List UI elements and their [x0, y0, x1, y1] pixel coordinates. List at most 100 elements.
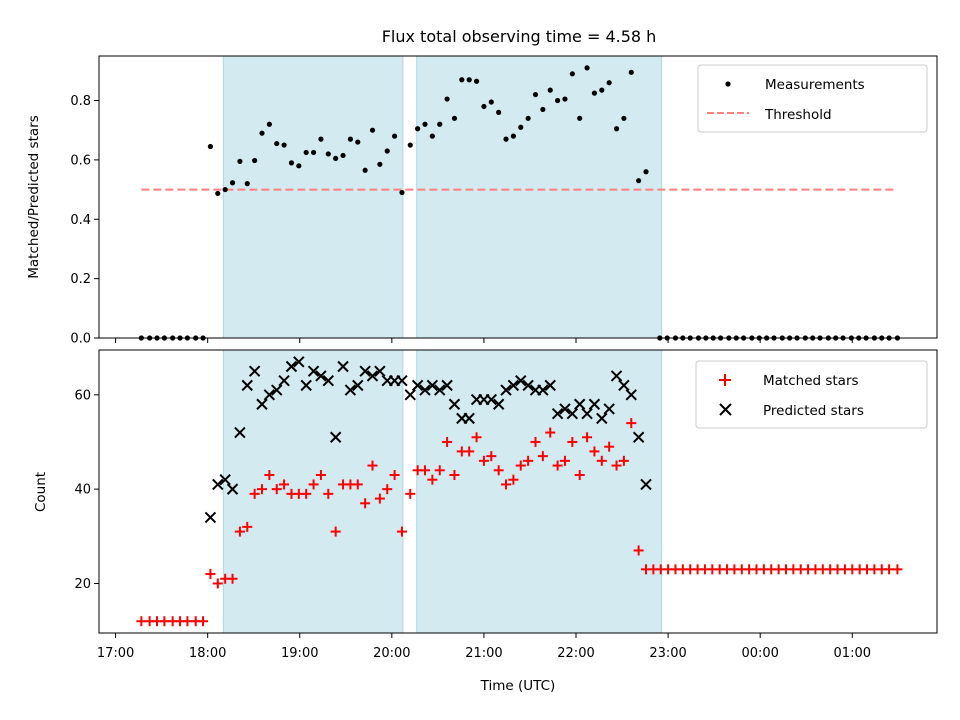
- predicted-star-point: [263, 389, 276, 401]
- predicted-star-point: [226, 483, 239, 495]
- predicted-star-point: [204, 511, 217, 524]
- predicted-star-point: [300, 379, 312, 392]
- top-y-tick-label: 0.6: [70, 153, 91, 168]
- legend-predicted-marker: [719, 403, 732, 416]
- measurement-point: [621, 115, 627, 121]
- predicted-star-point: [278, 374, 290, 387]
- observing-intervals-bottom: [222, 349, 663, 634]
- matched-star-point: [315, 469, 326, 480]
- predicted-star-point: [551, 407, 564, 420]
- matched-star-point: [198, 616, 209, 627]
- measurement-point: [325, 151, 331, 157]
- matched-star-point: [515, 460, 526, 471]
- top-panel: 0.00.20.40.60.8 Matched/Predicted stars …: [26, 55, 938, 347]
- predicted-star-point: [581, 407, 593, 420]
- predicted-star-point: [285, 360, 298, 373]
- legend-measurements-label: Measurements: [765, 77, 865, 93]
- bottom-legend: Matched stars Predicted stars: [695, 360, 928, 429]
- measurement-point: [643, 169, 649, 175]
- measurement-point: [274, 140, 280, 147]
- matched-star-point: [279, 479, 290, 490]
- predicted-star-point: [434, 384, 446, 396]
- measurement-point: [281, 142, 287, 148]
- predicted-star-point: [248, 365, 261, 377]
- observing-intervals-top: [222, 55, 663, 339]
- legend-matched-label: Matched stars: [763, 373, 859, 389]
- matched-star-point: [449, 469, 460, 480]
- predicted-star-point: [448, 398, 461, 410]
- predicted-star-point: [625, 389, 637, 401]
- matched-star-point: [205, 569, 216, 580]
- matched-star-point: [212, 578, 223, 589]
- measurement-point: [340, 152, 346, 159]
- matched-star-point: [530, 436, 541, 447]
- predicted-star-point: [441, 379, 453, 392]
- matched-star-point: [552, 460, 563, 471]
- predicted-star-point: [271, 384, 283, 396]
- top-y-tick-label: 0.8: [70, 94, 91, 109]
- matched-star-point: [264, 469, 275, 480]
- top-y-tick-label: 0.0: [70, 332, 91, 347]
- predicted-star-point: [559, 403, 571, 415]
- predicted-star-point: [404, 389, 416, 401]
- predicted-star-point: [522, 379, 534, 392]
- matched-star-point: [537, 451, 548, 462]
- matched-star-point: [892, 564, 903, 575]
- predicted-star-point: [588, 398, 601, 410]
- measurement-point: [407, 142, 413, 148]
- measurement-point: [422, 121, 428, 127]
- predicted-star-point: [374, 365, 386, 377]
- predicted-star-point: [632, 431, 645, 443]
- observing-interval-0: [222, 55, 404, 339]
- bottom-y-tick-label: 20: [74, 577, 91, 592]
- matched-star-point: [249, 488, 260, 499]
- measurement-point: [599, 87, 605, 93]
- matched-star-point: [493, 465, 504, 476]
- matched-star-point: [374, 493, 385, 504]
- matched-star-point: [352, 479, 363, 490]
- predicted-star-point: [293, 356, 305, 368]
- matched-star-point: [523, 455, 534, 466]
- measurement-point: [237, 158, 243, 164]
- measurement-point: [244, 181, 250, 187]
- measurement-point: [392, 133, 398, 139]
- matched-star-point: [604, 441, 615, 452]
- measurement-point: [466, 77, 472, 83]
- predicted-star-point: [366, 370, 379, 382]
- measurement-point: [347, 136, 353, 142]
- measurement-point: [488, 99, 494, 105]
- predicted-star-point: [603, 403, 615, 415]
- predicted-star-point: [337, 360, 349, 373]
- predicted-star-point: [411, 379, 424, 392]
- predicted-star-point: [507, 379, 520, 392]
- predicted-star-point: [359, 365, 371, 377]
- predicted-star-point: [573, 398, 586, 410]
- measurement-point: [473, 78, 480, 84]
- measurement-point: [525, 115, 531, 121]
- measurement-point: [303, 149, 309, 156]
- predicted-star-point: [256, 398, 268, 410]
- predicted-star-point: [396, 374, 408, 387]
- matched-star-point: [323, 488, 334, 499]
- predicted-star-point: [307, 365, 320, 377]
- measurement-point: [429, 133, 435, 139]
- predicted-star-point: [241, 379, 253, 392]
- legend-measurements-marker: [725, 81, 731, 87]
- bottom-y-tick-label: 60: [74, 388, 91, 403]
- predicted-star-point: [322, 374, 335, 387]
- measurement-point: [628, 69, 634, 75]
- matched-star-point: [471, 432, 482, 443]
- matched-star-point: [478, 455, 489, 466]
- measurement-point: [510, 133, 516, 139]
- predicted-star-point: [315, 370, 327, 382]
- top-y-tick-label: 0.2: [70, 272, 91, 287]
- measurement-point: [518, 124, 524, 130]
- predicted-star-point: [610, 370, 623, 382]
- measurement-point: [377, 161, 383, 167]
- matched-star-point: [227, 573, 238, 584]
- bottom-legend-box: [695, 360, 928, 429]
- predicted-star-point: [500, 384, 512, 396]
- predicted-star-point: [537, 384, 549, 396]
- matched-star-point: [271, 484, 282, 495]
- top-x-ticks: [115, 338, 853, 343]
